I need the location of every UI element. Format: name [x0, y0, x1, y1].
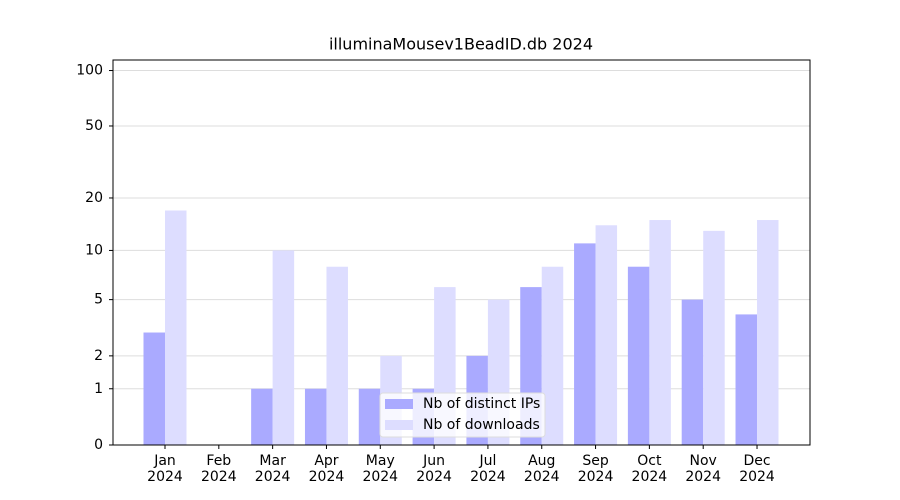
y-tick-label: 5: [94, 292, 103, 308]
bar: [358, 388, 381, 445]
bar: [143, 332, 165, 445]
x-tick-label: Mar 2024: [254, 453, 291, 485]
bar: [251, 388, 273, 445]
bar: [735, 314, 758, 445]
x-tick-label: Feb 2024: [200, 453, 237, 485]
plot-frame: [112, 59, 811, 446]
y-tick-label: 0: [94, 437, 103, 453]
bar: [757, 220, 779, 445]
y-tick-label: 100: [76, 63, 103, 79]
chart-title: illuminaMousev1BeadID.db 2024: [329, 35, 593, 54]
y-tick-label: 20: [85, 190, 103, 206]
x-tick-label: Jan 2024: [147, 453, 183, 485]
legend-label: Nb of downloads: [423, 417, 540, 433]
bar: [681, 299, 704, 445]
x-tick-label: Apr 2024: [308, 453, 345, 485]
x-tick-label: Sep 2024: [577, 453, 614, 485]
bar: [649, 220, 671, 445]
legend-box: [379, 392, 546, 438]
legend-label: Nb of distinct IPs: [423, 396, 540, 412]
bar: [595, 225, 618, 445]
x-tick-label: May 2024: [362, 453, 399, 485]
bar: [272, 250, 295, 445]
bar: [165, 210, 187, 445]
bar: [574, 243, 596, 445]
x-tick-label: Jul 2024: [470, 453, 506, 485]
bar: [326, 266, 348, 445]
legend-swatch: [385, 420, 413, 430]
y-tick-label: 1: [94, 381, 103, 397]
y-tick-label: 10: [85, 242, 103, 258]
bar: [627, 266, 650, 445]
legend: Nb of distinct IPs Nb of downloads: [379, 392, 546, 438]
x-tick-label: Jun 2024: [416, 453, 452, 485]
x-tick-label: Aug 2024: [523, 453, 560, 485]
y-tick-label: 50: [85, 118, 103, 134]
grid: [113, 70, 810, 446]
bar: [304, 388, 327, 445]
bar: [703, 230, 725, 445]
x-tick-label: Nov 2024: [685, 453, 721, 485]
legend-swatch: [385, 399, 413, 409]
x-tick-label: Oct 2024: [631, 453, 668, 485]
y-tick-label: 2: [94, 348, 103, 364]
bar: [541, 266, 564, 445]
x-tick-label: Dec 2024: [739, 453, 775, 485]
